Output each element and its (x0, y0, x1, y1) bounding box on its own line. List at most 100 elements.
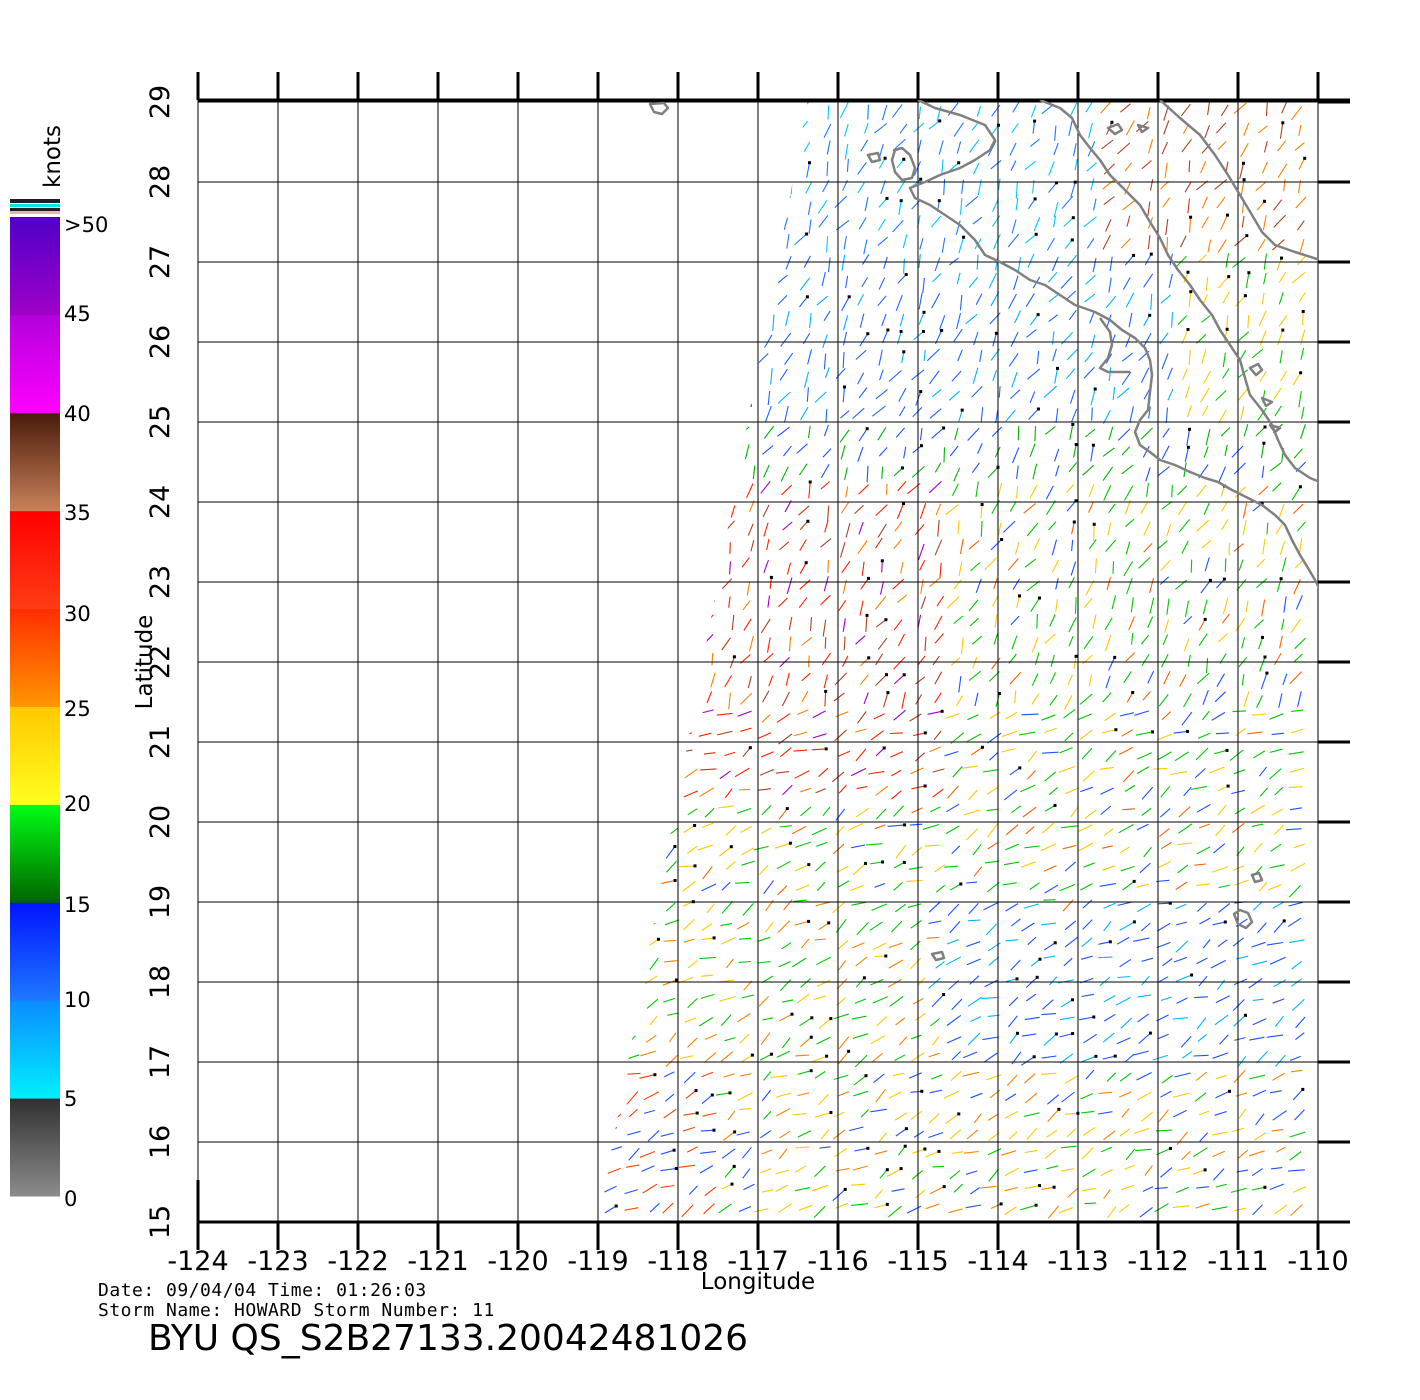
rain-flag (904, 1127, 908, 1131)
wind-vector (811, 1055, 827, 1063)
wind-vector (980, 1185, 997, 1189)
wind-vector (762, 504, 770, 518)
wind-vector (1234, 1207, 1246, 1212)
wind-vector (888, 959, 904, 969)
wind-vector (1046, 1129, 1058, 1138)
wind-vector (1085, 100, 1094, 113)
wind-vector (1136, 766, 1150, 774)
wind-vector (1291, 486, 1301, 501)
wind-vector (1196, 883, 1211, 886)
wind-vector (743, 139, 750, 156)
wind-vector (928, 370, 940, 385)
wind-vector (945, 1113, 960, 1125)
wind-vector (1078, 1016, 1094, 1021)
rain-flag (1016, 1031, 1019, 1035)
rain-flag (673, 845, 677, 848)
wind-vector (1047, 1205, 1060, 1219)
wind-vector (1293, 843, 1305, 849)
wind-vector (665, 1055, 678, 1068)
wind-vector (822, 448, 832, 458)
wind-vector (932, 273, 942, 283)
wind-vector (1011, 123, 1019, 134)
wind-vector (1120, 103, 1131, 113)
wind-vector (911, 200, 921, 210)
wind-vector (746, 352, 753, 367)
wind-vector (923, 349, 926, 362)
wind-vector (1259, 330, 1267, 346)
wind-vector (1159, 576, 1169, 585)
wind-vector (1055, 578, 1059, 590)
wind-vector (706, 903, 715, 914)
wind-vector (1122, 199, 1136, 211)
wind-vector (627, 1054, 640, 1060)
wind-vector (626, 1091, 639, 1105)
wind-vector (1029, 882, 1040, 890)
wind-vector (1143, 846, 1152, 858)
rain-flag (729, 845, 733, 849)
wind-vector (1181, 1050, 1193, 1059)
wind-vector (708, 238, 712, 251)
wind-vector (1044, 1149, 1057, 1159)
wind-vector (627, 1072, 641, 1075)
wind-vector (1235, 617, 1246, 632)
wind-vector (703, 600, 716, 614)
wind-vector (1183, 271, 1189, 283)
wind-vector (857, 540, 868, 555)
wind-vector (1251, 941, 1266, 948)
wind-vector (1158, 1109, 1169, 1123)
wind-vector (1063, 217, 1074, 227)
wind-vector (848, 822, 864, 831)
rain-flag (1052, 1185, 1056, 1189)
wind-vector (708, 349, 715, 365)
rain-flag (809, 1069, 813, 1073)
wind-vector (598, 236, 603, 254)
wind-vector (762, 1189, 774, 1193)
wind-vector (1059, 1016, 1075, 1021)
wind-vector (589, 1129, 598, 1137)
wind-vector (690, 349, 696, 362)
wind-vector (739, 1033, 750, 1044)
wind-vector (1119, 921, 1135, 931)
rain-flag (843, 1187, 847, 1191)
rain-flag (785, 161, 789, 165)
wind-vector (1091, 407, 1093, 421)
wind-vector (1141, 807, 1152, 816)
wind-vector (1010, 160, 1017, 172)
wind-vector (1176, 921, 1188, 926)
rain-flag (1186, 328, 1190, 331)
wind-vector (1031, 636, 1039, 653)
wind-vector (662, 805, 675, 818)
wind-vector (1026, 522, 1039, 537)
wind-vector (627, 559, 636, 574)
rain-flag (1169, 1147, 1172, 1150)
wind-vector (1270, 1167, 1283, 1170)
wind-vector (1164, 162, 1168, 179)
wind-vector (743, 239, 753, 249)
wind-vector (983, 1052, 998, 1063)
wind-vector (1171, 484, 1173, 498)
wind-vector (1004, 1206, 1017, 1215)
wind-vector (822, 334, 828, 348)
wind-vector (969, 1187, 981, 1195)
wind-vector (935, 884, 946, 893)
wind-vector (664, 124, 676, 137)
wind-vector (607, 1167, 621, 1174)
wind-vector (855, 748, 867, 762)
wind-vector (1122, 880, 1135, 891)
wind-vector (852, 1165, 868, 1171)
wind-vector (826, 161, 829, 177)
wind-vector (1140, 501, 1149, 514)
wind-vector (797, 709, 809, 716)
wind-vector (1261, 599, 1266, 617)
wind-vector (740, 426, 750, 435)
wind-vector (721, 900, 734, 914)
wind-vector (1066, 1128, 1077, 1138)
wind-vector (875, 619, 887, 628)
wind-vector (841, 560, 851, 574)
wind-vector (1011, 371, 1018, 388)
wind-vector (1234, 486, 1247, 498)
wind-vector (852, 407, 865, 420)
wind-vector (608, 1015, 621, 1025)
wind-vector (687, 808, 698, 816)
wind-vector (1298, 391, 1302, 408)
